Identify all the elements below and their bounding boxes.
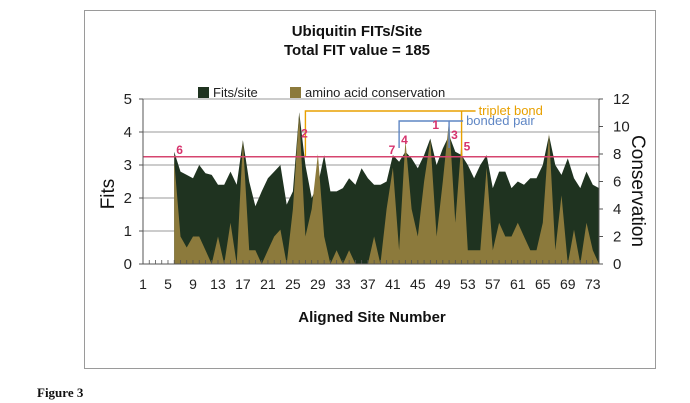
bracket-label: bonded pair	[466, 113, 535, 128]
site-marker: 1	[432, 118, 439, 132]
chart-subtitle: Total FIT value = 185	[284, 42, 430, 59]
x-tick-label: 17	[235, 276, 251, 292]
site-marker: 3	[451, 128, 458, 142]
y-tick-label-left: 2	[124, 190, 132, 207]
tick-labels: 1 5 9 13 17 21 25 29 33 37 41 45 49 53 57 61 65 69 7301234…	[124, 91, 630, 292]
x-axis-label: Aligned Site Number	[298, 309, 446, 326]
x-tick-label: 21	[260, 276, 276, 292]
legend: Fits/site amino acid conservation	[198, 85, 445, 100]
y-tick-label-right: 12	[613, 91, 630, 108]
x-tick-label: 69	[560, 276, 576, 292]
y-tick-label-left: 3	[124, 157, 132, 174]
legend-label-conservation: amino acid conservation	[305, 85, 445, 100]
x-tick-label: 33	[335, 276, 351, 292]
site-marker: 5	[464, 139, 471, 153]
axes	[139, 98, 603, 265]
x-tick-label: 57	[485, 276, 501, 292]
legend-swatch-fits	[198, 87, 209, 98]
y-tick-label-left: 5	[124, 91, 132, 108]
x-tick-label: 37	[360, 276, 376, 292]
y-axis-label-left: Fits	[98, 179, 119, 210]
x-tick-label: 5	[164, 276, 172, 292]
site-marker: 7	[389, 143, 396, 157]
y-axis-label-right: Conservation	[627, 135, 648, 247]
fits-chart: Ubiquitin FITs/Site Total FIT value = 18…	[98, 23, 648, 326]
x-tick-label: 41	[385, 276, 401, 292]
x-tick-label: 45	[410, 276, 426, 292]
x-tick-label: 25	[285, 276, 301, 292]
y-tick-label-right: 2	[613, 229, 621, 246]
y-tick-label-right: 10	[613, 119, 630, 136]
x-tick-label: 53	[460, 276, 476, 292]
x-tick-label: 49	[435, 276, 451, 292]
legend-swatch-conservation	[290, 87, 301, 98]
y-tick-label-left: 0	[124, 256, 132, 273]
x-tick-label: 65	[535, 276, 551, 292]
y-tick-label-left: 1	[124, 223, 132, 240]
bracket-line	[304, 110, 476, 156]
figure-caption: Figure 3	[37, 385, 84, 400]
bracket-line	[398, 120, 464, 148]
site-markers: 6 2 74 135	[176, 118, 470, 157]
y-tick-label-right: 6	[613, 174, 621, 191]
site-marker: 2	[301, 126, 308, 140]
x-tick-label: 73	[585, 276, 601, 292]
x-tick-label: 9	[189, 276, 197, 292]
x-tick-label: 13	[210, 276, 226, 292]
y-tick-label-right: 0	[613, 256, 621, 273]
series-area-conservation	[174, 112, 599, 264]
x-tick-label: 1	[139, 276, 147, 292]
series-area-fits	[174, 112, 599, 264]
chart-frame: Ubiquitin FITs/Site Total FIT value = 18…	[84, 10, 656, 369]
series-areas	[174, 112, 599, 264]
site-marker: 4	[401, 133, 408, 147]
y-tick-label-right: 4	[613, 201, 621, 218]
legend-label-fits: Fits/site	[213, 85, 258, 100]
site-marker: 6	[176, 143, 183, 157]
x-tick-label: 61	[510, 276, 526, 292]
bracket-label: triplet bond	[479, 103, 543, 118]
y-tick-label-right: 8	[613, 146, 621, 163]
x-tick-label: 29	[310, 276, 326, 292]
chart-title: Ubiquitin FITs/Site	[292, 23, 423, 40]
y-tick-label-left: 4	[124, 124, 132, 141]
